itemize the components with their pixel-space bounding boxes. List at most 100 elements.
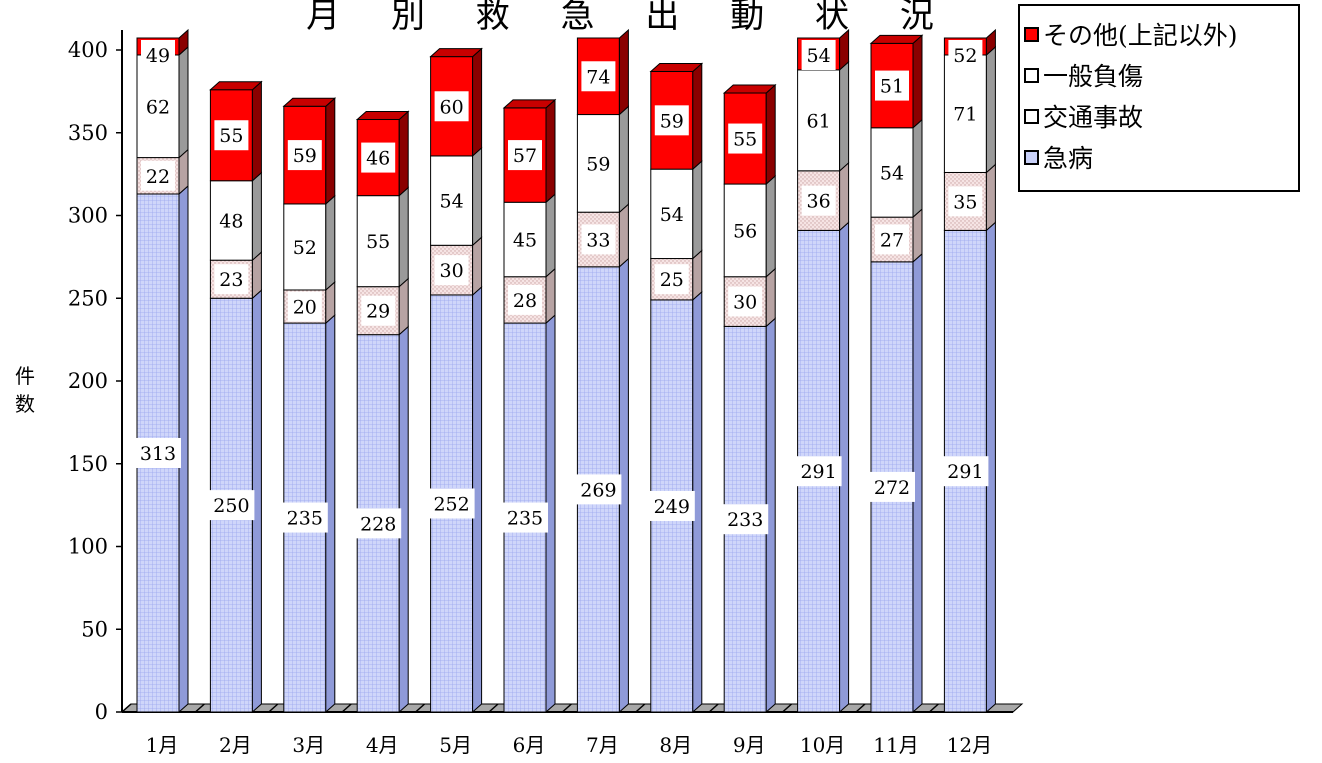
- legend-item: その他(上記以外): [1024, 14, 1238, 54]
- data-label: 52: [293, 237, 317, 259]
- data-label-bg: [287, 231, 322, 262]
- bar-segment-side: [398, 277, 409, 336]
- data-label: 54: [807, 45, 831, 67]
- data-label: 28: [513, 290, 537, 312]
- x-tick-label: 5月: [439, 733, 472, 757]
- data-label-bg: [361, 295, 396, 326]
- data-label-bg: [801, 105, 836, 136]
- data-label-bg: [208, 490, 255, 521]
- data-label: 25: [660, 269, 684, 291]
- data-label-bg: [214, 264, 249, 295]
- data-label: 36: [807, 191, 831, 213]
- bar-segment-top: [282, 97, 337, 107]
- data-label-bg: [728, 286, 763, 317]
- y-tick-label: 100: [68, 535, 108, 559]
- bar-segment-top: [209, 81, 263, 91]
- data-label-bg: [875, 70, 909, 101]
- data-label-bg: [281, 502, 328, 533]
- data-label-bg: [361, 142, 396, 173]
- bar-segment-side: [839, 60, 850, 172]
- legend-item: 交通事故: [1024, 96, 1143, 136]
- bar-segment-side: [912, 118, 923, 219]
- data-label: 250: [213, 495, 249, 517]
- bar-segment-side: [618, 28, 629, 116]
- bar-segment-side: [985, 28, 996, 57]
- data-label: 74: [586, 66, 610, 88]
- x-tick: [268, 703, 279, 713]
- bar-segment-side: [545, 193, 556, 278]
- bar-segment-top: [869, 34, 924, 44]
- y-tick-label: 50: [81, 617, 108, 641]
- data-label-bg: [141, 40, 175, 70]
- y-tick-label: 150: [68, 452, 108, 476]
- x-tick-label: 8月: [659, 733, 692, 757]
- bar-segment-side: [618, 203, 629, 268]
- x-tick-label: 11月: [873, 733, 918, 757]
- bar-segment-side: [765, 83, 776, 186]
- bar-segment-side: [398, 186, 409, 288]
- x-tick-label: 9月: [733, 733, 766, 757]
- y-tick-label: 250: [68, 286, 108, 310]
- bar-segment-side: [472, 236, 483, 297]
- bar-segment-top: [722, 84, 777, 94]
- x-tick: [488, 703, 499, 713]
- data-label-bg: [654, 105, 689, 136]
- bar-segment-side: [839, 161, 850, 232]
- data-label-bg: [214, 120, 249, 151]
- x-tick-label: 10月: [800, 733, 845, 757]
- x-tick-label: 3月: [292, 733, 325, 757]
- data-label-bg: [728, 123, 763, 154]
- x-tick: [635, 703, 646, 713]
- data-label-bg: [869, 471, 915, 502]
- data-label: 54: [660, 204, 684, 226]
- data-label-bg: [581, 224, 616, 255]
- data-label-bg: [654, 198, 689, 229]
- y-tick-label: 300: [68, 204, 108, 228]
- bar-segment-side: [251, 80, 262, 182]
- data-label: 27: [880, 229, 904, 251]
- data-label: 61: [807, 110, 831, 132]
- legend-label: 一般負傷: [1043, 62, 1144, 91]
- legend-swatch: [1024, 149, 1039, 165]
- y-tick-label: 200: [68, 369, 108, 393]
- data-label: 49: [146, 45, 170, 67]
- legend-swatch: [1024, 67, 1039, 83]
- legend-item: 急病: [1024, 137, 1093, 177]
- data-label: 51: [880, 76, 904, 98]
- y-axis-label: 件数: [15, 364, 35, 416]
- bar-segment-side: [398, 110, 409, 197]
- data-label: 54: [440, 191, 464, 213]
- bar-segment-side: [692, 160, 703, 260]
- data-label: 33: [586, 229, 610, 251]
- data-label-bg: [648, 490, 695, 521]
- x-tick-label: 4月: [366, 733, 399, 757]
- data-label-bg: [875, 157, 909, 188]
- data-label: 59: [293, 145, 317, 167]
- data-label-bg: [141, 91, 175, 122]
- data-label: 55: [366, 231, 390, 253]
- data-label-bg: [801, 185, 836, 216]
- bar-segment-side: [325, 97, 336, 206]
- bar-segment-side: [251, 171, 262, 262]
- legend-label: 急病: [1043, 144, 1094, 173]
- bar-segment-side: [325, 194, 336, 292]
- data-label-bg: [428, 488, 475, 519]
- data-label-bg: [434, 185, 469, 216]
- data-label: 235: [287, 508, 323, 530]
- bar-segment-side: [178, 28, 189, 57]
- data-label-bg: [581, 148, 616, 179]
- bar-segment-side: [545, 267, 556, 325]
- x-tick: [928, 703, 939, 713]
- data-label: 291: [800, 461, 836, 483]
- x-tick-label: 1月: [146, 733, 179, 757]
- data-label-bg: [795, 456, 842, 487]
- data-label: 60: [440, 96, 464, 118]
- bar-segment-side: [692, 62, 703, 171]
- data-label-bg: [287, 291, 322, 322]
- data-label-bg: [434, 91, 469, 122]
- bar-segment-side: [765, 174, 776, 278]
- data-label-bg: [434, 255, 469, 286]
- x-tick: [708, 703, 719, 713]
- data-label: 249: [654, 496, 690, 518]
